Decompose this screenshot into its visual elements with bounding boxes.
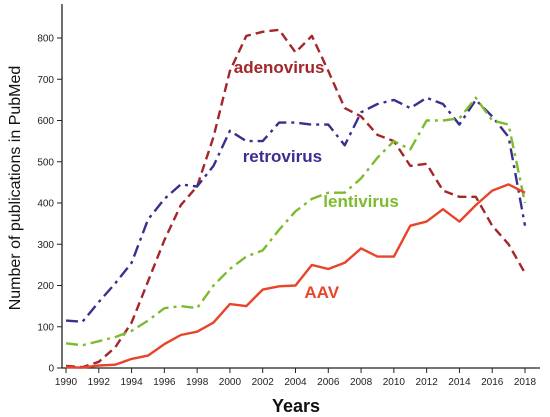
y-tick-label: 700 [37,75,54,86]
x-tick-label: 1996 [153,377,176,388]
y-tick-label: 200 [37,281,54,292]
x-tick-label: 2000 [219,377,242,388]
x-tick-label: 2004 [284,377,307,388]
series-label-adenovirus: adenovirus [234,58,325,77]
series-line-lentivirus [65,96,527,347]
x-tick-label: 2014 [448,377,471,388]
y-tick-label: 400 [37,199,54,210]
x-tick-label: 2016 [481,377,504,388]
x-tick-label: 2002 [252,377,275,388]
x-tick-label: 1990 [55,377,78,388]
y-tick-label: 300 [37,240,54,251]
x-tick-label: 2006 [317,377,340,388]
series-label-lentivirus: lentivirus [323,192,399,211]
series-line-adenovirus [65,28,527,369]
y-tick-label: 100 [37,322,54,333]
y-tick-label: 600 [37,116,54,127]
series-labels: adenovirus retrovirus lentivirus AAV [234,58,399,302]
series-line-aav [65,183,526,369]
y-tick-label: 800 [37,34,54,45]
x-tick-label: 2018 [514,377,537,388]
series-lines [65,28,527,369]
x-tick-label: 2012 [416,377,439,388]
x-tick-label: 1994 [120,377,143,388]
y-axis-title: Number of publications in PubMed [7,66,24,311]
series-label-aav: AAV [304,283,339,302]
x-tick-label: 2008 [350,377,373,388]
x-tick-label: 1992 [88,377,111,388]
y-tick-label: 500 [37,157,54,168]
series-label-retrovirus: retrovirus [243,147,322,166]
x-axis-title: Years [272,396,320,416]
x-tick-label: 2010 [383,377,406,388]
y-tick-label: 0 [48,364,54,375]
x-tick-label: 1998 [186,377,209,388]
axes: 0 100 200 300 400 500 600 700 800 1990 1992 1994 199… [37,4,540,388]
